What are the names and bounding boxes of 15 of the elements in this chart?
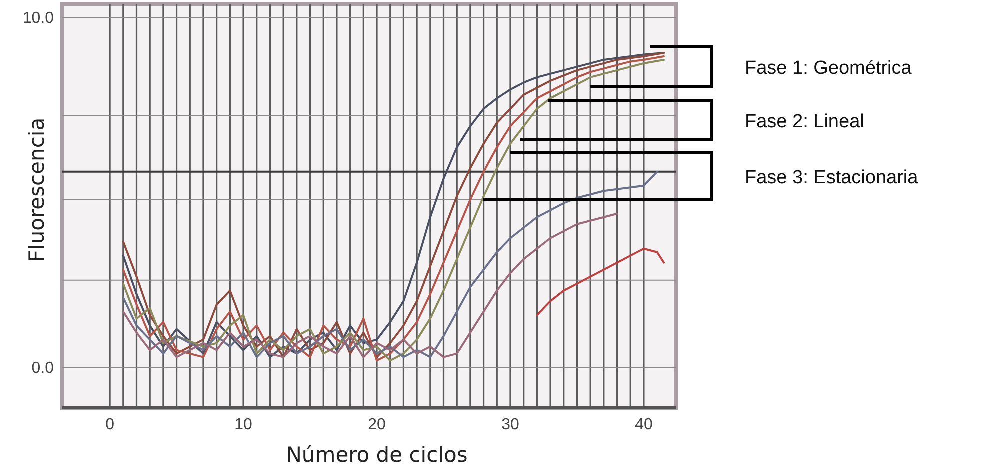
x-tick-label: 0 [106, 416, 115, 434]
x-tick-label: 40 [635, 416, 653, 434]
line-series [122, 212, 618, 358]
text: Fase 1: Geométrica [745, 58, 912, 79]
text: Fase 2: Lineal [745, 112, 864, 132]
y-tick-label: 10.0 [22, 10, 54, 28]
line-series [122, 170, 658, 358]
x-tick-label: 10 [234, 416, 253, 434]
text: Fase 3: Estacionaria [745, 168, 919, 188]
x-axis-title: Número de ciclos [286, 443, 468, 467]
line-series [536, 248, 665, 316]
x-tick-label: 30 [502, 416, 520, 434]
y-axis-title: Fluorescencia [25, 118, 49, 262]
x-tick-label: 20 [368, 416, 386, 434]
y-tick-label: 0.0 [32, 360, 54, 377]
